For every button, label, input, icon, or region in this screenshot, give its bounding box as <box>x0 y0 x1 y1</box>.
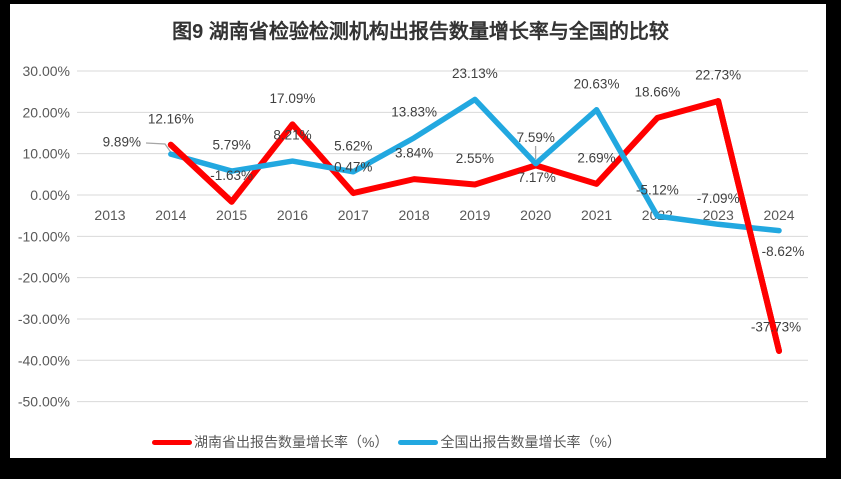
y-tick-label: 10.00% <box>23 146 70 162</box>
data-label: 23.13% <box>452 66 498 81</box>
y-tick-label: 20.00% <box>23 104 70 120</box>
data-label: 9.89% <box>103 135 141 150</box>
x-tick-label: 2018 <box>399 207 430 223</box>
x-tick-label: 2016 <box>277 207 308 223</box>
data-label: 13.83% <box>391 104 437 119</box>
y-tick-label: -50.00% <box>18 394 70 410</box>
legend-label-national: 全国出报告数量增长率（%） <box>440 434 621 450</box>
x-tick-label: 2020 <box>520 207 551 223</box>
data-label: 7.59% <box>517 130 555 145</box>
series-line-hunan <box>167 98 783 354</box>
data-label: 2.69% <box>577 150 615 165</box>
x-tick-label: 2014 <box>155 207 186 223</box>
x-tick-label: 2017 <box>338 207 369 223</box>
data-label: -8.62% <box>762 244 805 259</box>
legend-swatch-hunan-line <box>152 439 192 445</box>
data-label: 20.63% <box>574 76 620 91</box>
data-label: 18.66% <box>634 84 680 99</box>
data-label: -1.63% <box>210 168 253 183</box>
data-label: 7.17% <box>518 170 556 185</box>
y-tick-label: 0.00% <box>30 187 70 203</box>
data-label: 17.09% <box>270 91 316 106</box>
x-tick-label: 2021 <box>581 207 612 223</box>
data-label: 22.73% <box>695 68 741 83</box>
y-tick-label: 30.00% <box>23 63 70 79</box>
x-tick-label: 2015 <box>216 207 247 223</box>
y-tick-label: -40.00% <box>18 352 70 368</box>
label-leader-line <box>145 142 173 155</box>
data-label: 8.21% <box>273 128 311 143</box>
legend: 湖南省出报告数量增长率（%） 全国出报告数量增长率（%） <box>152 432 621 452</box>
y-tick-label: -30.00% <box>18 311 70 327</box>
legend-label-hunan: 湖南省出报告数量增长率（%） <box>194 434 389 450</box>
series-line-hunan-overlay <box>715 98 783 354</box>
x-tick-label: 2019 <box>459 207 490 223</box>
data-label: -7.09% <box>697 191 740 206</box>
data-label: 5.79% <box>212 138 250 153</box>
x-tick-label: 2023 <box>703 207 734 223</box>
legend-swatch-national-line <box>398 439 439 445</box>
data-label: 12.16% <box>148 111 194 126</box>
data-label: 5.62% <box>334 138 372 153</box>
series-line-national <box>168 96 782 234</box>
y-tick-label: -10.00% <box>18 228 70 244</box>
data-label: 3.84% <box>395 146 433 161</box>
y-tick-label: -20.00% <box>18 270 70 286</box>
x-tick-label: 2024 <box>763 207 794 223</box>
data-label: 2.55% <box>456 151 494 166</box>
chart-title: 图9 湖南省检验检测机构出报告数量增长率与全国的比较 <box>172 21 669 43</box>
x-tick-label: 2013 <box>94 207 125 223</box>
data-label: -5.12% <box>636 183 679 198</box>
data-label: 0.47% <box>334 160 372 175</box>
chart-canvas <box>10 4 826 458</box>
series-line-hunan-overlay <box>167 141 235 205</box>
data-label: -37.73% <box>751 319 801 334</box>
